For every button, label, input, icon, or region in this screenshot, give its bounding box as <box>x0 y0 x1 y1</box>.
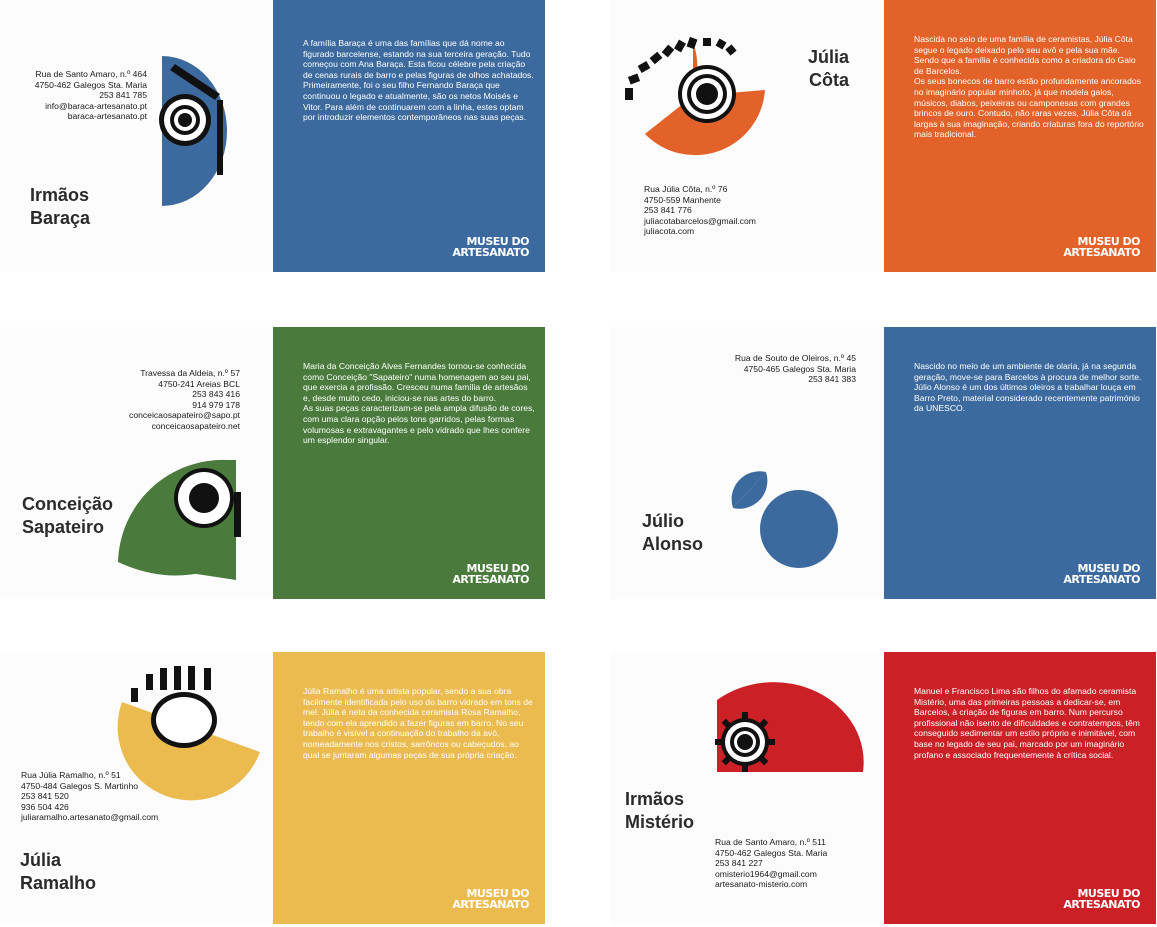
artisan-name: Irmãos Mistério <box>625 789 695 832</box>
description-text: Maria da Conceição Alves Fernandes torno… <box>303 361 535 446</box>
card-left-panel: Travessa da Aldeia, n.º 57 4750-241 Arei… <box>0 327 273 599</box>
card-left-panel: Irmãos Mistério Rua de Santo Amaro, n.º … <box>611 652 884 924</box>
address-block: Rua Júlia Côta, n.º 76 4750-559 Manhente… <box>644 184 756 237</box>
eye-icon <box>625 36 765 156</box>
card-text-panel: Júlia Ramalho é uma artista popular, sen… <box>273 652 545 924</box>
card-text-panel: Nascido no meio de um ambiente de olaria… <box>884 327 1156 599</box>
card-left-panel: Rua de Santo Amaro, n.º 464 4750-462 Gal… <box>0 0 273 272</box>
card-text-panel: Manuel e Francisco Lima são filhos do af… <box>884 652 1156 924</box>
artisan-name: Júlia Ramalho <box>20 850 97 893</box>
museu-logo: MUSEU DO ARTESANATO <box>452 562 529 586</box>
sun-eye-icon <box>715 682 864 772</box>
address-block: Travessa da Aldeia, n.º 57 4750-241 Arei… <box>129 368 240 431</box>
card-text-panel: Nascida no seio de uma família de cerami… <box>884 0 1156 272</box>
museu-logo: MUSEU DO ARTESANATO <box>1063 562 1140 586</box>
card-left-panel: Rua de Souto de Oleiros, n.º 45 4750-465… <box>611 327 884 599</box>
eye-icon <box>159 56 227 206</box>
circles-icon <box>731 471 838 568</box>
card-text-panel: A família Baraça é uma das famílias que … <box>273 0 545 272</box>
artisan-name: Conceição Sapateiro <box>22 494 114 537</box>
museu-logo: MUSEU DO ARTESANATO <box>452 887 529 911</box>
address-block: Rua de Santo Amaro, n.º 464 4750-462 Gal… <box>34 69 147 122</box>
artisan-name: Irmãos Baraça <box>30 185 91 228</box>
description-text: Manuel e Francisco Lima são filhos do af… <box>914 686 1140 760</box>
description-text: Nascida no seio de uma família de cerami… <box>914 34 1144 140</box>
description-text: A família Baraça é uma das famílias que … <box>303 38 534 123</box>
museu-logo: MUSEU DO ARTESANATO <box>452 235 529 259</box>
museu-logo: MUSEU DO ARTESANATO <box>1063 235 1140 259</box>
card-conceicao-sapateiro: Travessa da Aldeia, n.º 57 4750-241 Arei… <box>0 327 545 599</box>
card-julia-cota: Júlia Côta Rua Júlia Côta, n.º 76 4750-5… <box>611 0 1156 272</box>
card-text-panel: Maria da Conceição Alves Fernandes torno… <box>273 327 545 599</box>
address-block: Rua de Santo Amaro, n.º 511 4750-462 Gal… <box>715 837 828 890</box>
address-block: Rua Júlia Ramalho, n.º 51 4750-484 Galeg… <box>21 770 159 823</box>
card-irmaos-misterio: Irmãos Mistério Rua de Santo Amaro, n.º … <box>611 652 1156 924</box>
eye-icon <box>117 666 260 801</box>
card-julio-alonso: Rua de Souto de Oleiros, n.º 45 4750-465… <box>611 327 1156 599</box>
description-text: Júlia Ramalho é uma artista popular, sen… <box>303 686 533 760</box>
card-irmaos-baraca: Rua de Santo Amaro, n.º 464 4750-462 Gal… <box>0 0 545 272</box>
address-block: Rua de Souto de Oleiros, n.º 45 4750-465… <box>734 353 856 385</box>
eye-icon <box>118 459 241 580</box>
card-left-panel: Rua Júlia Ramalho, n.º 51 4750-484 Galeg… <box>0 652 273 924</box>
description-text: Nascido no meio de um ambiente de olaria… <box>914 361 1142 414</box>
artisan-name: Júlio Alonso <box>642 511 703 554</box>
museu-logo: MUSEU DO ARTESANATO <box>1063 887 1140 911</box>
card-julia-ramalho: Rua Júlia Ramalho, n.º 51 4750-484 Galeg… <box>0 652 545 924</box>
card-left-panel: Júlia Côta Rua Júlia Côta, n.º 76 4750-5… <box>611 0 884 272</box>
artisan-name: Júlia Côta <box>807 47 849 90</box>
